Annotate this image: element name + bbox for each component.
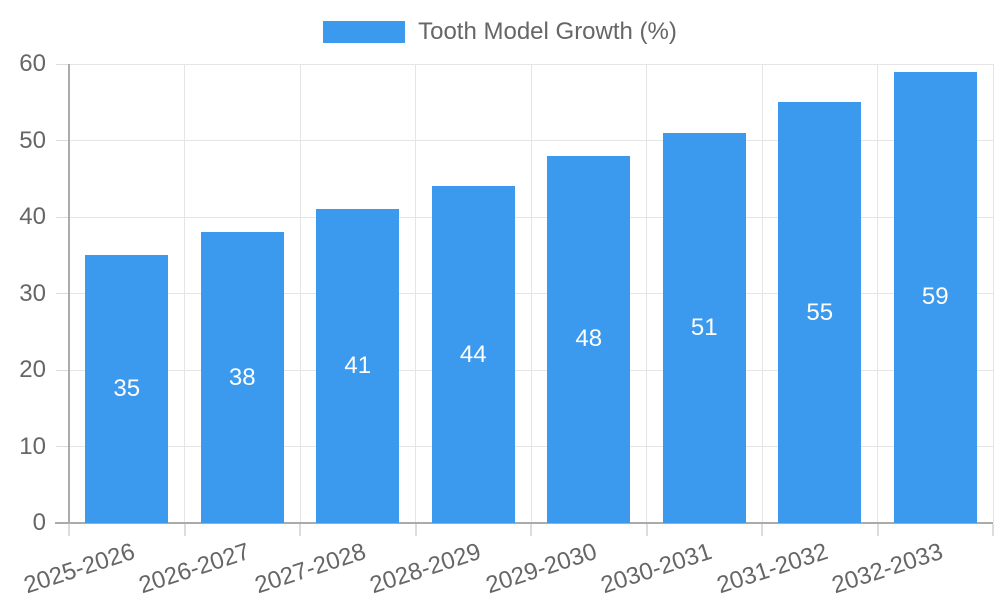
x-axis-label: 2025-2026 (20, 538, 139, 600)
bar-value-label: 55 (806, 298, 834, 326)
bar[interactable]: 51 (662, 132, 746, 523)
gridline-vertical (646, 64, 647, 523)
gridline-vertical (530, 64, 532, 523)
x-axis-label: 2032-2033 (829, 538, 947, 600)
y-axis-tick (56, 446, 69, 447)
gridline-vertical (877, 64, 878, 523)
y-axis-tick (56, 140, 69, 141)
gridline-vertical (761, 64, 763, 523)
y-axis-label: 20 (19, 356, 46, 383)
x-axis-tick (645, 524, 648, 536)
bar-value-label: 59 (921, 283, 949, 311)
x-axis-tick (414, 524, 417, 536)
y-axis-tick (56, 293, 69, 294)
x-axis-label: 2027-2028 (251, 538, 370, 600)
x-axis-label: 2028-2029 (367, 538, 485, 600)
bar-value-label: 48 (575, 325, 603, 353)
bar[interactable]: 41 (316, 209, 400, 523)
y-axis-label: 60 (19, 50, 46, 77)
x-axis-label: 2031-2032 (713, 538, 832, 600)
y-axis-label: 30 (19, 279, 46, 307)
y-axis-label: 0 (32, 509, 46, 536)
legend-swatch (323, 21, 406, 43)
bar-value-label: 35 (113, 375, 141, 403)
x-axis-tick (530, 524, 532, 536)
bar[interactable]: 44 (431, 186, 515, 523)
legend-label: Tooth Model Growth (%) (418, 18, 677, 45)
legend-item[interactable]: Tooth Model Growth (%) (0, 17, 1000, 47)
bar-value-label: 44 (459, 340, 487, 368)
gridline-vertical (184, 64, 185, 523)
y-axis-tick (56, 63, 69, 65)
bar-value-label: 41 (344, 352, 372, 380)
y-axis-tick (56, 369, 69, 371)
bar-value-label: 38 (228, 363, 256, 391)
y-axis-tick (56, 216, 69, 218)
bar-value-label: 51 (690, 313, 718, 341)
x-axis-tick (183, 524, 186, 536)
x-axis-tick (761, 524, 763, 536)
x-axis-tick (299, 524, 301, 536)
gridline-vertical (992, 64, 994, 523)
y-axis-label: 40 (19, 203, 46, 230)
x-axis-tick (992, 524, 994, 536)
x-axis-label: 2029-2030 (482, 538, 601, 600)
x-axis-label: 2026-2027 (136, 538, 254, 600)
x-axis-line (55, 522, 993, 524)
x-axis-tick (876, 524, 879, 536)
bar[interactable]: 35 (85, 255, 169, 523)
gridline-vertical (299, 64, 301, 523)
y-axis-label: 50 (19, 126, 46, 154)
gridline-vertical (415, 64, 416, 523)
x-axis-tick (68, 524, 70, 536)
y-axis-label: 10 (19, 432, 46, 460)
bar[interactable]: 48 (547, 155, 631, 523)
bar[interactable]: 59 (893, 71, 977, 523)
bar[interactable]: 38 (200, 232, 284, 523)
bar[interactable]: 55 (778, 102, 862, 523)
x-axis-label: 2030-2031 (598, 538, 716, 600)
y-axis-line (68, 64, 70, 523)
